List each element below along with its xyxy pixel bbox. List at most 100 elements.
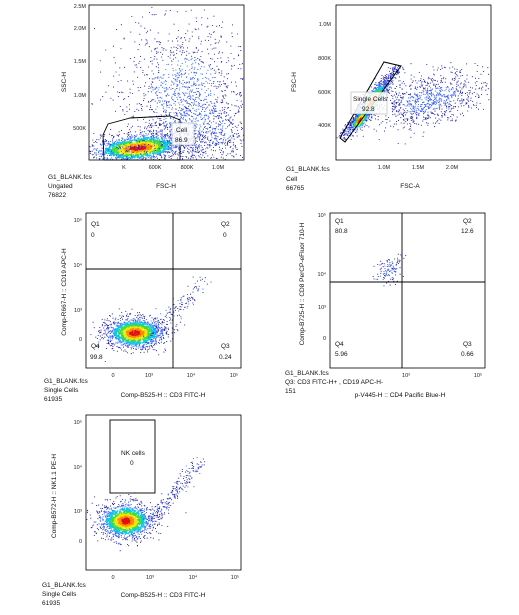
event-dot bbox=[430, 112, 432, 114]
event-dot bbox=[164, 158, 166, 160]
event-dot bbox=[197, 88, 199, 90]
event-dot bbox=[445, 88, 447, 90]
event-dot bbox=[390, 125, 392, 127]
event-dot bbox=[149, 142, 151, 145]
event-dot bbox=[182, 104, 184, 106]
event-dot bbox=[192, 157, 194, 159]
event-dot bbox=[434, 122, 437, 124]
event-dot bbox=[181, 98, 183, 101]
event-dot bbox=[156, 51, 158, 53]
event-dot bbox=[155, 94, 158, 96]
event-dot bbox=[217, 125, 219, 127]
event-dot bbox=[159, 100, 161, 102]
event-dot bbox=[210, 101, 212, 103]
event-dot bbox=[199, 103, 201, 105]
event-dot bbox=[414, 106, 416, 108]
event-dot bbox=[201, 110, 203, 112]
event-dot bbox=[151, 78, 153, 80]
event-dot bbox=[168, 94, 170, 97]
event-dot bbox=[211, 58, 213, 60]
event-dot bbox=[185, 86, 187, 88]
event-dot bbox=[406, 105, 408, 107]
event-dot bbox=[390, 76, 392, 78]
event-dot bbox=[146, 138, 149, 141]
event-dot bbox=[154, 124, 156, 126]
event-dot bbox=[195, 93, 197, 95]
event-dot bbox=[196, 140, 198, 143]
event-dot bbox=[122, 143, 124, 145]
event-dot bbox=[134, 144, 137, 147]
event-dot bbox=[193, 103, 195, 105]
event-dot bbox=[173, 78, 175, 80]
event-dot bbox=[441, 115, 443, 117]
event-dot bbox=[387, 85, 389, 87]
event-dot bbox=[195, 151, 197, 153]
event-dot bbox=[349, 123, 351, 125]
event-dot bbox=[158, 77, 160, 79]
event-dot bbox=[437, 95, 439, 97]
event-dot bbox=[145, 82, 147, 84]
event-dot bbox=[401, 93, 404, 95]
event-dot bbox=[163, 128, 165, 130]
event-dot bbox=[389, 74, 391, 76]
event-dot bbox=[207, 138, 209, 140]
event-dot bbox=[144, 151, 146, 153]
event-dot bbox=[421, 80, 423, 83]
event-dot bbox=[99, 143, 102, 145]
event-dot bbox=[107, 157, 109, 160]
event-dot bbox=[382, 76, 385, 78]
event-dot bbox=[155, 136, 157, 138]
event-dot bbox=[178, 79, 180, 81]
event-dot bbox=[157, 67, 159, 69]
event-dot bbox=[420, 78, 422, 80]
event-dot bbox=[408, 100, 410, 102]
event-dot bbox=[192, 52, 194, 54]
event-dot bbox=[405, 105, 407, 107]
event-dot bbox=[193, 82, 195, 84]
event-dot bbox=[153, 58, 155, 60]
event-dot bbox=[429, 77, 431, 80]
event-dot bbox=[184, 95, 186, 97]
event-dot bbox=[470, 97, 472, 99]
event-dot bbox=[151, 14, 153, 16]
event-dot bbox=[393, 104, 395, 106]
event-dot bbox=[226, 86, 228, 88]
event-dot bbox=[347, 131, 349, 133]
event-dot bbox=[176, 145, 178, 147]
event-dot bbox=[425, 81, 427, 84]
event-dot bbox=[413, 111, 415, 113]
event-dot bbox=[95, 157, 98, 159]
event-dot bbox=[444, 113, 446, 115]
event-dot bbox=[221, 70, 223, 72]
event-dot bbox=[191, 64, 193, 66]
event-dot bbox=[195, 113, 197, 115]
event-dot bbox=[220, 149, 223, 151]
event-dot bbox=[121, 153, 123, 156]
event-dot bbox=[397, 94, 399, 96]
event-dot bbox=[173, 54, 175, 56]
event-dot bbox=[395, 77, 397, 79]
event-dot bbox=[161, 104, 163, 106]
event-dot bbox=[385, 127, 387, 129]
event-dot bbox=[178, 152, 180, 154]
event-dot bbox=[445, 109, 448, 111]
event-dot bbox=[104, 153, 106, 155]
event-dot bbox=[199, 127, 201, 129]
event-dot bbox=[152, 136, 155, 138]
event-dot bbox=[164, 134, 167, 136]
event-dot bbox=[160, 135, 162, 137]
event-dot bbox=[409, 104, 411, 106]
event-dot bbox=[438, 118, 440, 120]
event-dot bbox=[206, 128, 209, 130]
event-dot bbox=[153, 135, 155, 137]
event-dot bbox=[148, 122, 150, 124]
event-dot bbox=[201, 73, 204, 75]
event-dot bbox=[395, 111, 398, 113]
event-dot bbox=[187, 114, 189, 116]
event-dot bbox=[402, 96, 404, 98]
event-dot bbox=[117, 156, 119, 158]
event-dot bbox=[232, 91, 234, 93]
event-dot bbox=[431, 81, 433, 83]
event-dot bbox=[196, 124, 198, 126]
event-dot bbox=[370, 116, 372, 118]
